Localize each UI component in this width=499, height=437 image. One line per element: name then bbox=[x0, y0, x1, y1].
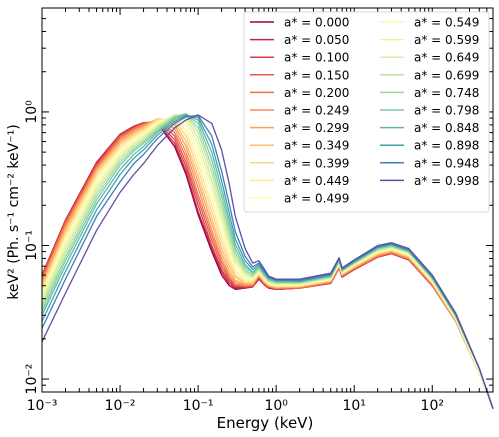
legend-label: a* = 0.050 bbox=[284, 33, 349, 47]
legend-label: a* = 0.948 bbox=[414, 156, 479, 170]
y-tick-label: 10⁻² bbox=[24, 364, 40, 395]
legend-label: a* = 0.200 bbox=[284, 86, 349, 100]
legend-box bbox=[243, 11, 490, 213]
legend-label: a* = 0.449 bbox=[284, 174, 349, 188]
legend-label: a* = 0.399 bbox=[284, 156, 349, 170]
legend-label: a* = 0.349 bbox=[284, 139, 349, 153]
legend-label: a* = 0.798 bbox=[414, 104, 479, 118]
series-line-20 bbox=[41, 114, 494, 409]
plot-frame bbox=[41, 7, 494, 393]
legend-label: a* = 0.000 bbox=[284, 16, 349, 30]
legend-label: a* = 0.848 bbox=[414, 121, 479, 135]
legend-label: a* = 0.748 bbox=[414, 86, 479, 100]
x-tick-label: 10⁰ bbox=[264, 398, 288, 414]
x-tick-label: 10² bbox=[421, 398, 444, 414]
legend-label: a* = 0.599 bbox=[414, 33, 479, 47]
x-tick-label: 10⁻² bbox=[105, 398, 136, 414]
legend: a* = 0.000 a* = 0.050 a* = 0.100 a* = 0.150… bbox=[243, 11, 490, 213]
series-lines bbox=[41, 113, 494, 409]
legend-label: a* = 0.299 bbox=[284, 121, 349, 135]
x-tick-label: 10¹ bbox=[342, 398, 365, 414]
legend-label: a* = 0.549 bbox=[414, 16, 479, 30]
x-axis: 10⁻³ 10⁻² 10⁻¹ 10⁰ 10¹ 10² bbox=[27, 8, 494, 414]
series-line-19 bbox=[41, 114, 494, 409]
legend-label: a* = 0.699 bbox=[414, 68, 479, 82]
legend-label: a* = 0.998 bbox=[414, 174, 479, 188]
legend-label: a* = 0.100 bbox=[284, 51, 349, 65]
legend-label: a* = 0.499 bbox=[284, 192, 349, 206]
legend-label: a* = 0.649 bbox=[414, 51, 479, 65]
legend-label: a* = 0.150 bbox=[284, 68, 349, 82]
legend-label: a* = 0.249 bbox=[284, 104, 349, 118]
x-tick-label: 10⁻³ bbox=[27, 398, 58, 414]
y-tick-label: 10⁻¹ bbox=[24, 230, 40, 261]
y-axis-label: keV² (Ph. s⁻¹ cm⁻² keV⁻¹) bbox=[6, 124, 22, 299]
legend-label: a* = 0.898 bbox=[414, 139, 479, 153]
y-axis: 10⁻² 10⁻¹ 10⁰ bbox=[24, 7, 493, 395]
y-tick-label: 10⁰ bbox=[24, 100, 40, 124]
x-axis-label: Energy (keV) bbox=[217, 414, 314, 432]
x-tick-label: 10⁻¹ bbox=[183, 398, 214, 414]
